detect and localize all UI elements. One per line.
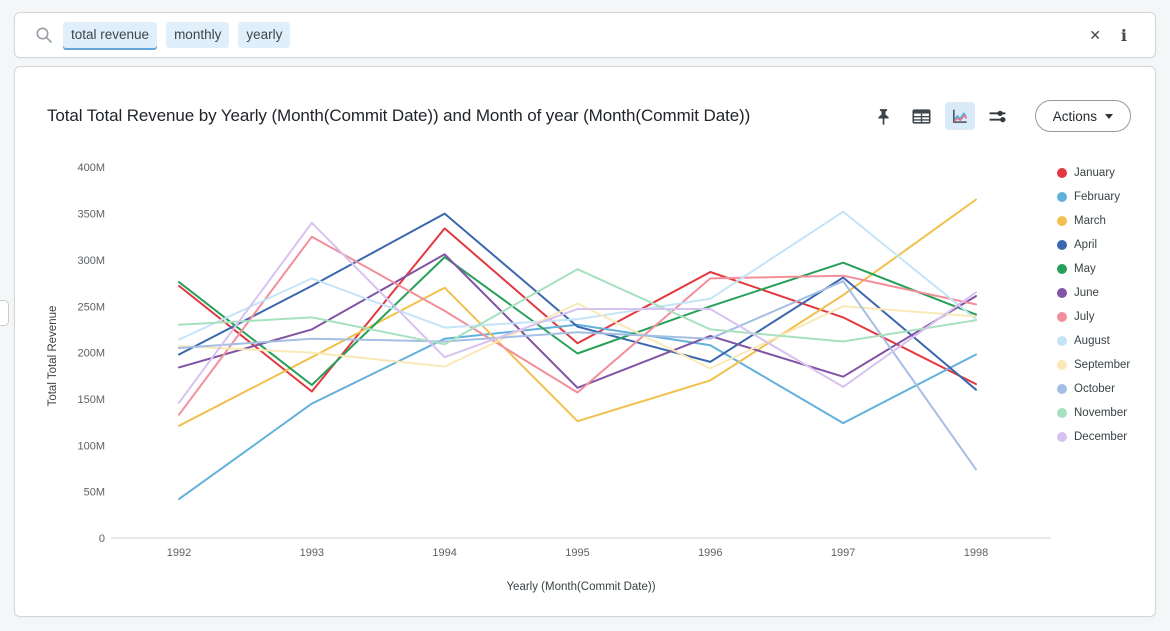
y-axis-tick: 400M [77,162,105,174]
series-line-april[interactable] [178,212,977,391]
search-token-total-revenue[interactable]: total revenue [63,21,158,49]
pin-button[interactable] [869,102,899,130]
legend-dot [1057,168,1067,178]
legend-dot [1057,192,1067,202]
legend-label: May [1074,263,1096,275]
legend-item-september[interactable]: September [1057,353,1130,377]
legend-item-april[interactable]: April [1057,233,1130,257]
series-line-december[interactable] [178,221,977,404]
visualization-card: Total Total Revenue by Yearly (Month(Com… [14,66,1156,617]
info-button[interactable]: i [1111,26,1137,45]
legend-item-january[interactable]: January [1057,161,1130,185]
series-line-november[interactable] [178,268,977,346]
search-icon [36,27,52,43]
chart-canvas[interactable]: 0 50M 100M 150M 200M 250M 300M 350M 400M 1992 1993… [15,67,1157,618]
legend-item-november[interactable]: November [1057,401,1130,425]
x-axis-tick: 1992 [167,547,191,559]
actions-button[interactable]: Actions [1034,100,1131,132]
settings-sliders-icon [989,110,1006,122]
card-header: Total Total Revenue by Yearly (Month(Com… [15,67,1155,132]
x-axis-tick: 1994 [432,547,456,559]
legend-dot [1057,360,1067,370]
legend-dot [1057,288,1067,298]
legend-label: June [1074,287,1099,299]
chart-legend: January February March April May June July Augu… [1057,161,1130,449]
legend-dot [1057,408,1067,418]
legend-item-may[interactable]: May [1057,257,1130,281]
y-axis-title: Total Total Revenue [47,306,59,407]
chevron-down-icon [1105,113,1113,119]
y-axis-tick: 50M [84,487,105,499]
y-axis-tick: 150M [77,394,105,406]
y-axis-tick: 350M [77,209,105,221]
legend-label: July [1074,311,1095,323]
panel-expand-handle[interactable] [0,300,9,326]
legend-item-june[interactable]: June [1057,281,1130,305]
series-line-july[interactable] [178,235,977,416]
legend-label: October [1074,383,1115,395]
legend-dot [1057,216,1067,226]
legend-label: March [1074,215,1106,227]
legend-dot [1057,264,1067,274]
y-axis-tick: 300M [77,255,105,267]
legend-dot [1057,432,1067,442]
series-line-march[interactable] [178,198,977,427]
y-axis-tick: 100M [77,440,105,452]
series-line-may[interactable] [178,256,977,386]
legend-dot [1057,384,1067,394]
legend-item-august[interactable]: August [1057,329,1130,353]
settings-button[interactable] [983,102,1013,130]
legend-item-october[interactable]: October [1057,377,1130,401]
table-view-button[interactable] [907,102,937,130]
legend-label: April [1074,239,1098,251]
search-token-monthly[interactable]: monthly [166,21,230,49]
line-chart-icon [952,109,967,123]
legend-label: November [1074,407,1128,419]
page-title: Total Total Revenue by Yearly (Month(Com… [47,106,751,125]
legend-item-march[interactable]: March [1057,209,1130,233]
legend-dot [1057,312,1067,322]
search-bar[interactable]: total revenue monthly yearly ✕ i [14,12,1156,58]
x-axis-tick: 1997 [831,547,855,559]
search-token-yearly[interactable]: yearly [238,21,291,49]
legend-item-february[interactable]: February [1057,185,1130,209]
legend-label: August [1074,335,1110,347]
x-axis-title: Yearly (Month(Commit Date)) [506,581,655,593]
x-axis-tick: 1995 [565,547,589,559]
series-line-october[interactable] [178,280,977,471]
legend-dot [1057,336,1067,346]
series-line-february[interactable] [178,323,977,501]
x-axis-tick: 1998 [964,547,988,559]
table-icon [912,108,931,124]
legend-dot [1057,240,1067,250]
x-axis-tick: 1996 [698,547,722,559]
line-chart-view-button[interactable] [944,102,975,130]
y-axis-tick: 200M [77,348,105,360]
legend-label: December [1074,431,1128,443]
x-axis-tick: 1993 [300,547,324,559]
legend-label: September [1074,359,1131,371]
legend-item-december[interactable]: December [1057,425,1130,449]
series-line-september[interactable] [178,302,977,370]
toolbar: Actions [869,100,1131,132]
series-line-june[interactable] [178,253,977,389]
clear-search-button[interactable]: ✕ [1079,27,1111,44]
legend-label: January [1074,167,1115,179]
pin-icon [878,108,889,125]
actions-button-label: Actions [1052,108,1097,124]
legend-item-july[interactable]: July [1057,305,1130,329]
y-axis-tick: 0 [99,533,105,545]
series-line-january[interactable] [178,227,977,393]
y-axis-tick: 250M [77,301,105,313]
search-input[interactable]: total revenue monthly yearly [63,21,1079,49]
legend-label: February [1074,191,1121,203]
series-line-august[interactable] [178,210,977,341]
